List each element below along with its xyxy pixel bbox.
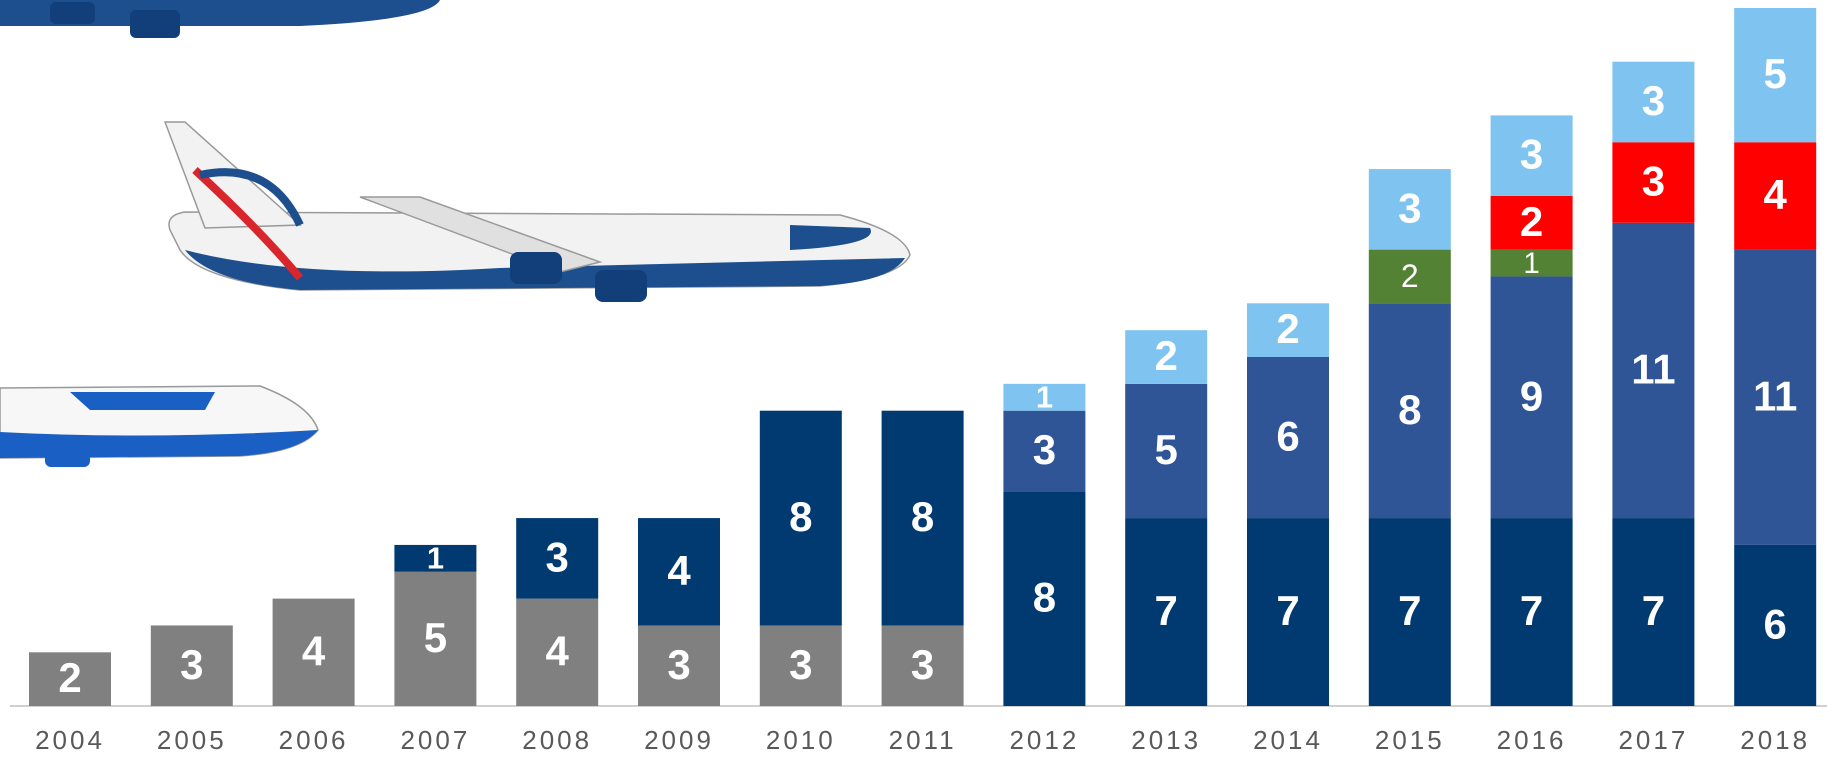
- x-tick-label: 2016: [1497, 725, 1567, 755]
- data-label: 2: [58, 654, 81, 701]
- x-tick-label: 2006: [279, 725, 349, 755]
- data-label: 3: [911, 641, 934, 688]
- x-tick-label: 2015: [1375, 725, 1445, 755]
- data-label: 3: [667, 641, 690, 688]
- airplane-illustrations: [0, 0, 911, 467]
- bar-segment: [759, 410, 842, 626]
- data-label: 3: [1642, 158, 1665, 205]
- x-tick-label: 2014: [1253, 725, 1323, 755]
- airplane-middle: [163, 121, 911, 302]
- data-label: 3: [1398, 184, 1421, 231]
- bar-segment: [1490, 115, 1573, 196]
- x-tick-label: 2017: [1618, 725, 1688, 755]
- x-tick-label: 2008: [522, 725, 592, 755]
- data-label: 11: [1631, 346, 1675, 393]
- bar-segment: [1612, 61, 1695, 143]
- bar-segment: [881, 625, 964, 706]
- bar-segment: [1734, 142, 1817, 250]
- data-label: 2: [1155, 332, 1178, 379]
- bar-segment: [759, 625, 842, 706]
- bar-segment: [1368, 249, 1451, 304]
- data-label: 8: [1033, 574, 1056, 621]
- data-label: 4: [667, 547, 691, 594]
- data-label: 1: [427, 541, 444, 576]
- bar-segment: [1734, 8, 1817, 143]
- bar-segment: [272, 598, 355, 706]
- data-label: 2: [1401, 258, 1419, 294]
- data-label: 6: [1764, 601, 1787, 648]
- data-label: 7: [1520, 587, 1543, 634]
- data-label: 4: [1764, 171, 1788, 218]
- data-label: 7: [1398, 587, 1421, 634]
- data-label: 5: [424, 614, 447, 661]
- bar-segment: [1368, 169, 1451, 250]
- bar-segment: [1125, 518, 1208, 706]
- airplane-bottom: [0, 385, 319, 467]
- data-label: 9: [1520, 372, 1543, 419]
- bar-segment: [1490, 276, 1573, 519]
- data-label: 3: [180, 641, 203, 688]
- bar-segment: [1612, 222, 1695, 519]
- bar-segment: [1247, 518, 1329, 706]
- bar-segment: [881, 410, 964, 626]
- x-tick-label: 2013: [1131, 725, 1201, 755]
- bar-segment: [1490, 195, 1573, 250]
- data-label: 1: [1523, 247, 1539, 280]
- data-label: 2: [1276, 305, 1299, 352]
- data-label: 8: [789, 493, 812, 540]
- data-label: 7: [1155, 587, 1178, 634]
- data-label: 11: [1753, 372, 1797, 419]
- data-label: 2: [1520, 198, 1543, 245]
- bar-segment: [1734, 544, 1817, 706]
- data-label: 8: [1398, 386, 1421, 433]
- bar-segment: [29, 652, 111, 706]
- bar-segment: [1490, 249, 1573, 277]
- data-label: 7: [1642, 587, 1665, 634]
- bar-segment: [150, 625, 233, 706]
- bar-segment: [1368, 303, 1451, 519]
- bar-segment: [1003, 491, 1086, 706]
- x-tick-label: 2005: [157, 725, 227, 755]
- x-tick-label: 2011: [889, 725, 957, 755]
- bar-segment: [1247, 357, 1329, 519]
- bar-segment: [1612, 518, 1695, 706]
- bar-segment: [394, 544, 477, 572]
- bar-segment: [1734, 249, 1817, 545]
- data-label: 6: [1276, 413, 1299, 460]
- bar-segment: [1490, 518, 1573, 706]
- bar-segment: [1612, 142, 1695, 223]
- x-tick-label: 2009: [644, 725, 714, 755]
- data-label: 3: [1642, 77, 1665, 124]
- data-label: 4: [546, 627, 570, 674]
- data-label: 4: [302, 627, 326, 674]
- x-tick-label: 2012: [1009, 725, 1079, 755]
- bar-segment: [1125, 330, 1208, 384]
- bar-segment: [1368, 518, 1451, 706]
- x-tick-label: 2018: [1740, 725, 1810, 755]
- bar-segment: [516, 598, 599, 706]
- bar-segment: [1003, 383, 1086, 411]
- data-label: 3: [1033, 426, 1056, 473]
- data-label: 5: [1155, 426, 1178, 473]
- x-tick-label: 2004: [35, 725, 105, 755]
- bar-segment: [1003, 410, 1086, 492]
- data-label: 8: [911, 493, 934, 540]
- bar-segment: [638, 625, 720, 706]
- data-label: 3: [546, 533, 569, 580]
- bar-segment: [1125, 383, 1208, 519]
- data-label: 5: [1764, 50, 1787, 97]
- airplane-top: [0, 0, 440, 38]
- data-label: 3: [1520, 131, 1543, 178]
- data-label: 7: [1276, 587, 1299, 634]
- data-label: 1: [1036, 379, 1053, 414]
- bar-segment: [516, 518, 599, 599]
- data-label: 3: [789, 641, 812, 688]
- bar-segment: [394, 571, 477, 706]
- x-tick-label: 2010: [766, 725, 836, 755]
- x-tick-label: 2007: [400, 725, 470, 755]
- bar-segment: [1247, 303, 1329, 357]
- bar-segment: [638, 518, 720, 626]
